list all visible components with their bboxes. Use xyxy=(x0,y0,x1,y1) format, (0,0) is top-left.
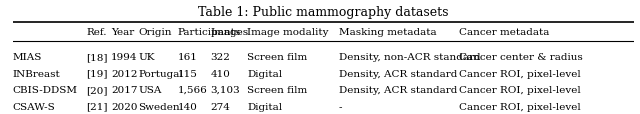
Text: [21]: [21] xyxy=(86,102,108,111)
Text: Digital: Digital xyxy=(248,69,283,78)
Text: Year: Year xyxy=(111,27,134,36)
Text: Digital: Digital xyxy=(248,102,283,111)
Text: 274: 274 xyxy=(210,102,230,111)
Text: 1994: 1994 xyxy=(111,53,138,61)
Text: Density, ACR standard: Density, ACR standard xyxy=(339,85,457,94)
Text: Sweden: Sweden xyxy=(138,102,180,111)
Text: Ref.: Ref. xyxy=(86,27,106,36)
Text: [20]: [20] xyxy=(86,85,108,94)
Text: 2012: 2012 xyxy=(111,69,138,78)
Text: Cancer metadata: Cancer metadata xyxy=(458,27,549,36)
Text: Images: Images xyxy=(210,27,248,36)
Text: Screen film: Screen film xyxy=(248,53,308,61)
Text: Table 1: Public mammography datasets: Table 1: Public mammography datasets xyxy=(198,6,449,18)
Text: 410: 410 xyxy=(210,69,230,78)
Text: 2017: 2017 xyxy=(111,85,138,94)
Text: 322: 322 xyxy=(210,53,230,61)
Text: 2020: 2020 xyxy=(111,102,138,111)
Text: INBreast: INBreast xyxy=(13,69,61,78)
Text: Portugal: Portugal xyxy=(138,69,183,78)
Text: Participants: Participants xyxy=(177,27,241,36)
Text: UK: UK xyxy=(138,53,155,61)
Text: Cancer ROI, pixel-level: Cancer ROI, pixel-level xyxy=(458,102,580,111)
Text: Density, non-ACR standard: Density, non-ACR standard xyxy=(339,53,481,61)
Text: [18]: [18] xyxy=(86,53,108,61)
Text: 3,103: 3,103 xyxy=(210,85,240,94)
Text: MIAS: MIAS xyxy=(13,53,42,61)
Text: Screen film: Screen film xyxy=(248,85,308,94)
Text: 1,566: 1,566 xyxy=(177,85,207,94)
Text: -: - xyxy=(339,102,342,111)
Text: Density, ACR standard: Density, ACR standard xyxy=(339,69,457,78)
Text: Cancer ROI, pixel-level: Cancer ROI, pixel-level xyxy=(458,85,580,94)
Text: CBIS-DDSM: CBIS-DDSM xyxy=(13,85,78,94)
Text: Cancer center & radius: Cancer center & radius xyxy=(458,53,582,61)
Text: Image modality: Image modality xyxy=(248,27,329,36)
Text: USA: USA xyxy=(138,85,161,94)
Text: 140: 140 xyxy=(177,102,197,111)
Text: CSAW-S: CSAW-S xyxy=(13,102,56,111)
Text: Masking metadata: Masking metadata xyxy=(339,27,436,36)
Text: 115: 115 xyxy=(177,69,197,78)
Text: Cancer ROI, pixel-level: Cancer ROI, pixel-level xyxy=(458,69,580,78)
Text: Origin: Origin xyxy=(138,27,172,36)
Text: 161: 161 xyxy=(177,53,197,61)
Text: [19]: [19] xyxy=(86,69,108,78)
